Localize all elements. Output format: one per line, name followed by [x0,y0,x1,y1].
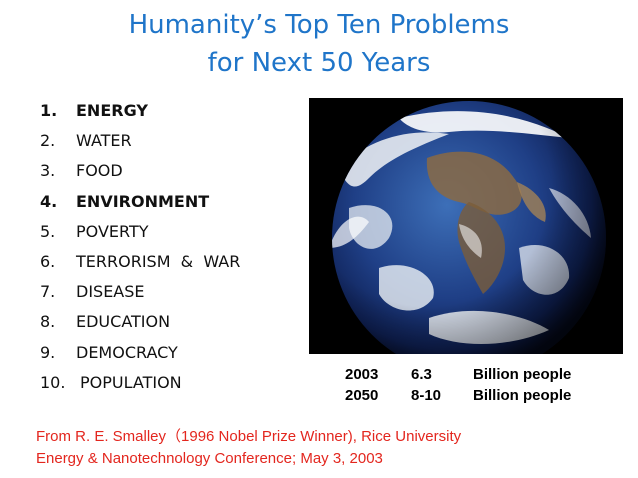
list-item-number: 7. [40,282,56,302]
list-item: 8. EDUCATION [40,307,240,337]
population-unit: Billion people [473,366,572,383]
list-item: 3. FOOD [40,156,240,186]
slide-title: Humanity’s Top Ten Problems for Next 50 … [0,6,638,82]
problem-list: 1. ENERGY 2. WATER 3. FOOD 4. ENVIRONMENT 5.… [40,96,240,398]
list-item-number: 9. [40,342,56,362]
population-year: 2050 [345,387,379,404]
population-row-2050: 2050 8-10 Billion people [345,385,571,406]
population-value: 6.3 [411,366,432,383]
list-item: 6. TERRORISM & WAR [40,247,240,277]
list-item: 7. DISEASE [40,277,240,307]
list-item-label: POVERTY [76,221,149,241]
list-item: 2. WATER [40,126,240,156]
list-item-label: FOOD [76,161,123,181]
credit-line-2: Energy & Nanotechnology Conference; May … [36,450,383,467]
list-item-number: 8. [40,312,56,332]
list-item-label: DEMOCRACY [76,342,178,362]
title-line-2: for Next 50 Years [207,48,431,78]
list-item-label: EDUCATION [76,312,171,332]
list-item-number: 4. [40,191,58,211]
population-row-2003: 2003 6.3 Billion people [345,364,571,385]
source-credit: From R. E. Smalley（1996 Nobel Prize Winn… [36,426,461,470]
earth-image [309,98,623,354]
list-item-label: WATER [76,131,132,151]
population-year: 2003 [345,366,379,383]
population-stats: 2003 6.3 Billion people 2050 8-10 Billion pe… [345,364,571,406]
list-item-label: POPULATION [80,372,182,392]
list-item-label: DISEASE [76,282,145,302]
list-item-number: 5. [40,221,56,241]
list-item-number: 1. [40,101,58,120]
list-item: 9. DEMOCRACY [40,338,240,368]
title-line-1: Humanity’s Top Ten Problems [128,10,510,40]
list-item-number: 3. [40,161,56,181]
credit-line-1: From R. E. Smalley（1996 Nobel Prize Winn… [36,428,462,445]
list-item: 4. ENVIRONMENT [40,187,240,217]
list-item-number: 6. [40,251,56,271]
earth-globe-graphic [309,98,623,354]
population-unit: Billion people [473,387,572,404]
list-item-label: ENERGY [76,101,148,120]
list-item: 5. POVERTY [40,217,240,247]
population-value: 8-10 [411,387,442,404]
list-item-number: 10. [40,372,66,392]
list-item-label: TERRORISM & WAR [76,251,241,271]
list-item: 10. POPULATION [40,368,240,398]
list-item: 1. ENERGY [40,96,240,126]
list-item-number: 2. [40,131,56,151]
list-item-label: ENVIRONMENT [76,191,210,211]
